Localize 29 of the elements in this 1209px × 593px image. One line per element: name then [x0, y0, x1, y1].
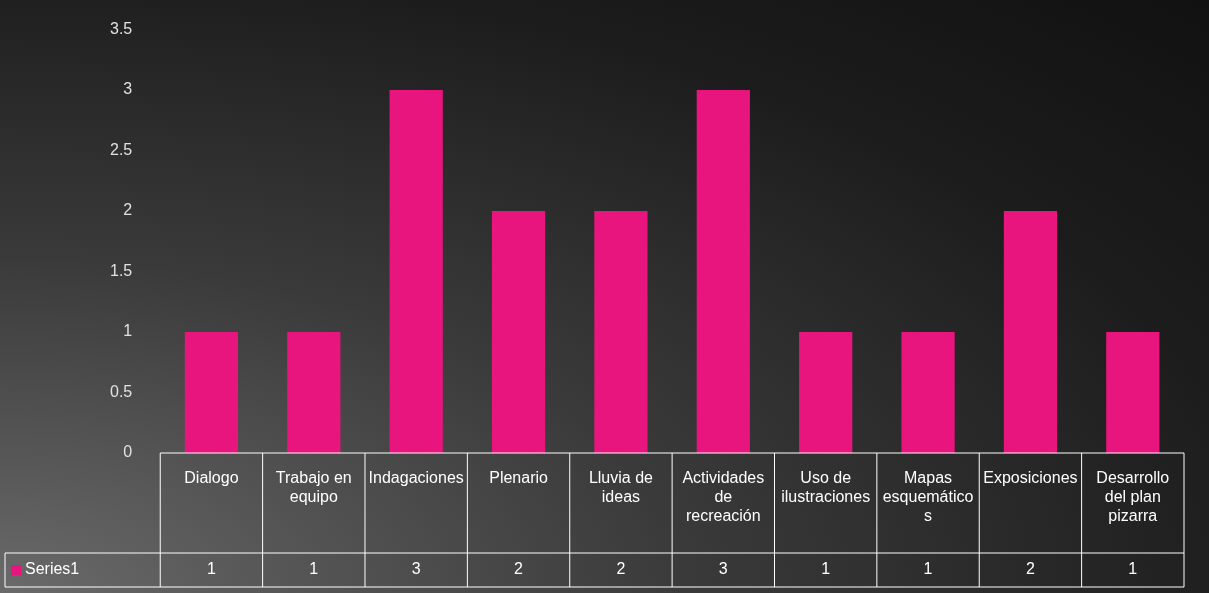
data-label: 1: [309, 560, 319, 578]
data-label: 3: [718, 560, 728, 578]
data-label: 2: [1025, 560, 1035, 578]
data-label: 2: [616, 560, 626, 578]
data-label: 1: [923, 560, 933, 578]
x-tick-label: Lluvia de ideas: [588, 469, 654, 506]
y-tick-label: 0.5: [109, 382, 133, 400]
y-tick-label: 3: [123, 80, 133, 98]
y-tick-label: 0: [123, 443, 133, 461]
x-tick-label: Indagaciones: [368, 469, 464, 487]
data-label: 1: [206, 560, 216, 578]
x-tick-label: Dialogo: [184, 469, 239, 487]
x-tick-label: Uso de ilustraciones: [781, 469, 871, 506]
y-tick-label: 3.5: [109, 20, 133, 38]
data-label: 1: [1128, 560, 1138, 578]
x-tick-label: Exposiciones: [983, 469, 1078, 487]
data-label: 2: [514, 560, 524, 578]
data-label: 3: [411, 560, 421, 578]
y-tick-label: 1: [123, 322, 133, 340]
x-tick-label: Trabajo en equipo: [275, 469, 352, 506]
x-tick-label: Mapas esquemáticos: [882, 469, 974, 525]
legend-label: Series1: [25, 560, 80, 578]
x-tick-label: Actividades de recreación: [682, 469, 765, 525]
y-tick-label: 2.5: [109, 140, 133, 158]
data-label: 1: [821, 560, 831, 578]
x-tick-label: Plenario: [489, 469, 549, 487]
y-tick-label: 1.5: [109, 261, 133, 279]
x-tick-label: Desarrollo del plan pizarra: [1096, 469, 1170, 525]
y-tick-label: 2: [123, 201, 133, 219]
